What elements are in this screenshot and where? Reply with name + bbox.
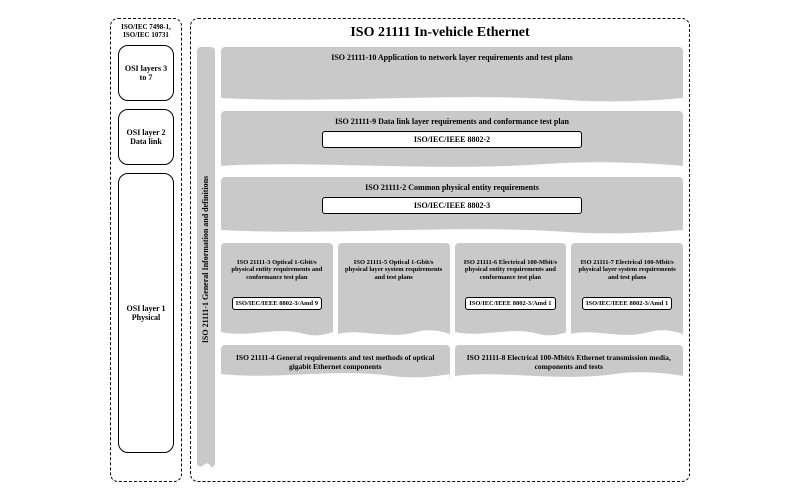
osi-box-l1: OSI layer 1 Physical: [118, 173, 174, 453]
row-bottom: ISO 21111-4 General requirements and tes…: [221, 345, 683, 381]
ref-21111-3: ISO/IEC/IEEE 8802-3/Amd 9: [232, 297, 322, 310]
main-title: ISO 21111 In-vehicle Ethernet: [197, 25, 683, 41]
ref-dl: ISO/IEC/IEEE 8802-2: [322, 131, 582, 148]
label-21111-8: ISO 21111-8 Electrical 100-Mbit/s Ethern…: [463, 353, 676, 371]
label-21111-5: ISO 21111-5 Optical 1-Gbit/s physical la…: [342, 248, 446, 292]
block-common-phy: ISO 21111-2 Common physical entity requi…: [221, 177, 683, 237]
block-21111-5: ISO 21111-5 Optical 1-Gbit/s physical la…: [338, 243, 450, 339]
ref-21111-6: ISO/IEC/IEEE 8802-3/Amd 1: [465, 297, 555, 310]
label-21111-4: ISO 21111-4 General requirements and tes…: [229, 353, 442, 371]
block-app-layer: ISO 21111-10 Application to network laye…: [221, 47, 683, 105]
osi-box-l37: OSI layers 3 to 7: [118, 45, 174, 101]
block-21111-4: ISO 21111-4 General requirements and tes…: [221, 345, 450, 381]
label-21111-3: ISO 21111-3 Optical 1-Gbit/s physical en…: [225, 248, 329, 292]
ref-21111-7: ISO/IEC/IEEE 8802-3/Amd 1: [582, 297, 672, 310]
vertical-general-block: ISO 21111-1 General Information and defi…: [197, 47, 215, 471]
main-column: ISO 21111 In-vehicle Ethernet ISO 21111-…: [190, 18, 690, 482]
block-21111-7: ISO 21111-7 Electrical 100-Mbit/s physic…: [571, 243, 683, 339]
osi-column: ISO/IEC 7498-1, ISO/IEC 10731 OSI layers…: [110, 18, 182, 482]
label-21111-6: ISO 21111-6 Electrical 100-Mbit/s physic…: [459, 248, 563, 292]
osi-header: ISO/IEC 7498-1, ISO/IEC 10731: [115, 23, 177, 39]
row-physical-parts: ISO 21111-3 Optical 1-Gbit/s physical en…: [221, 243, 683, 339]
content-area: ISO 21111-10 Application to network laye…: [221, 47, 683, 471]
block-common-label: ISO 21111-2 Common physical entity requi…: [229, 183, 675, 193]
block-21111-8: ISO 21111-8 Electrical 100-Mbit/s Ethern…: [455, 345, 684, 381]
ref-common: ISO/IEC/IEEE 8802-3: [322, 197, 582, 214]
block-datalink: ISO 21111-9 Data link layer requirements…: [221, 111, 683, 171]
block-21111-3: ISO 21111-3 Optical 1-Gbit/s physical en…: [221, 243, 333, 339]
osi-box-l2: OSI layer 2 Data link: [118, 109, 174, 165]
vertical-general-label: ISO 21111-1 General Information and defi…: [202, 175, 211, 342]
block-dl-label: ISO 21111-9 Data link layer requirements…: [229, 117, 675, 127]
label-21111-7: ISO 21111-7 Electrical 100-Mbit/s physic…: [575, 248, 679, 292]
block-21111-6: ISO 21111-6 Electrical 100-Mbit/s physic…: [455, 243, 567, 339]
block-app-label: ISO 21111-10 Application to network laye…: [229, 53, 675, 63]
